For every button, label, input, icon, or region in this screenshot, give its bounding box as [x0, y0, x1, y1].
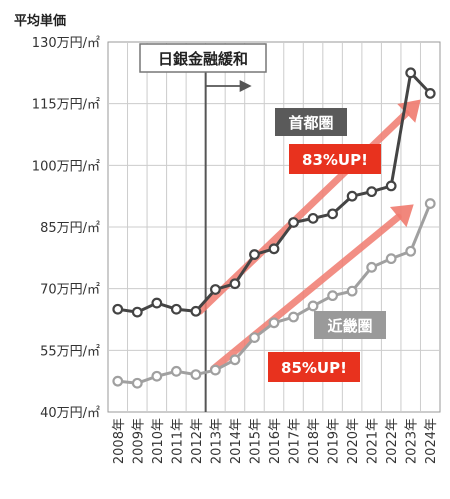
x-tick-label: 2009年: [131, 418, 146, 464]
series-label-shuto: 首都圏: [288, 114, 333, 132]
data-point-shuto: [385, 180, 397, 192]
data-point-kinki: [170, 365, 182, 377]
data-point-shuto: [268, 243, 280, 255]
data-point-shuto: [346, 190, 358, 202]
data-point-shuto: [131, 306, 143, 318]
data-point-shuto: [229, 278, 241, 290]
y-tick-label: 100万円/㎡: [32, 159, 100, 174]
x-tick-label: 2015年: [248, 418, 263, 464]
data-point-kinki: [288, 311, 299, 323]
data-point-kinki: [327, 290, 338, 302]
x-tick-label: 2021年: [366, 418, 381, 464]
grid: [107, 41, 441, 413]
data-point-kinki: [385, 253, 397, 265]
data-point-kinki: [190, 369, 202, 380]
data-point-kinki: [424, 198, 436, 209]
y-tick-label: 115万円/㎡: [32, 98, 100, 113]
series-layer: [112, 67, 436, 389]
data-point-shuto: [424, 87, 436, 99]
data-point-shuto: [112, 303, 124, 315]
data-point-kinki: [366, 261, 378, 273]
data-point-kinki: [346, 285, 358, 297]
x-axis: 2008年 2009年 2010年 2011年 2012年 2013年 2014年 2015年…: [112, 418, 439, 464]
data-point-kinki: [112, 375, 124, 387]
shuto-trend-arrow-head: [397, 99, 421, 123]
x-tick-label: 2010年: [151, 418, 166, 464]
data-point-shuto: [190, 305, 202, 317]
data-point-kinki: [307, 300, 319, 312]
data-point-shuto: [307, 212, 319, 224]
series-label-shuto-box: [275, 108, 347, 136]
x-tick-label: 2016年: [268, 418, 283, 464]
data-point-shuto: [366, 186, 378, 198]
x-tick-label: 2024年: [424, 418, 439, 464]
x-tick-label: 2014年: [229, 418, 244, 464]
y-tick-label: 40万円/㎡: [40, 406, 100, 421]
data-point-kinki: [229, 354, 241, 366]
data-point-kinki: [210, 364, 221, 376]
y-axis: 130万円/㎡ 115万円/㎡ 100万円/㎡ 85万円/㎡ 70万円/㎡ 55万円/㎡ 4…: [32, 36, 100, 421]
data-point-shuto: [405, 67, 417, 79]
x-tick-label: 2017年: [288, 418, 303, 464]
series-label-kinki: 近畿圏: [327, 317, 372, 335]
data-point-kinki: [268, 317, 280, 329]
shuto-up-badge: 83%UP!: [302, 151, 368, 169]
data-point-shuto: [249, 249, 260, 260]
data-point-shuto: [210, 284, 221, 295]
boj-label-box: [139, 43, 267, 73]
kinki-up-badge-box: [268, 352, 360, 382]
data-point-shuto: [151, 297, 163, 309]
x-tick-label: 2023年: [405, 418, 420, 464]
x-tick-label: 2008年: [112, 418, 127, 464]
x-tick-label: 2011年: [170, 418, 185, 464]
y-tick-label: 55万円/㎡: [40, 344, 100, 359]
x-tick-label: 2013年: [209, 418, 224, 464]
data-point-kinki: [249, 332, 260, 343]
x-tick-label: 2022年: [385, 418, 400, 464]
series-label-kinki-box: [314, 311, 386, 339]
y-tick-label: 85万円/㎡: [40, 221, 100, 236]
kinki-trend-arrow-head: [389, 204, 414, 228]
data-point-kinki: [405, 245, 417, 257]
kinki-up-badge: 85%UP!: [281, 359, 347, 377]
x-tick-label: 2012年: [190, 418, 205, 464]
x-tick-label: 2020年: [346, 418, 361, 464]
y-tick-label: 70万円/㎡: [40, 283, 100, 298]
shuto-up-badge-box: [289, 144, 381, 174]
x-tick-label: 2018年: [307, 418, 322, 464]
data-point-shuto: [288, 217, 299, 228]
y-axis-title: 平均単価: [14, 13, 66, 29]
data-point-shuto: [327, 208, 338, 220]
data-point-kinki: [151, 370, 163, 382]
series-line-shuto: [117, 71, 432, 314]
kinki-trend-arrow: [209, 213, 402, 373]
x-tick-label: 2019年: [327, 418, 342, 464]
data-point-kinki: [131, 377, 143, 389]
boj-arrow-head: [239, 80, 252, 92]
data-point-shuto: [170, 303, 182, 315]
y-tick-label: 130万円/㎡: [32, 36, 100, 51]
boj-label: 日銀金融緩和: [158, 50, 248, 68]
